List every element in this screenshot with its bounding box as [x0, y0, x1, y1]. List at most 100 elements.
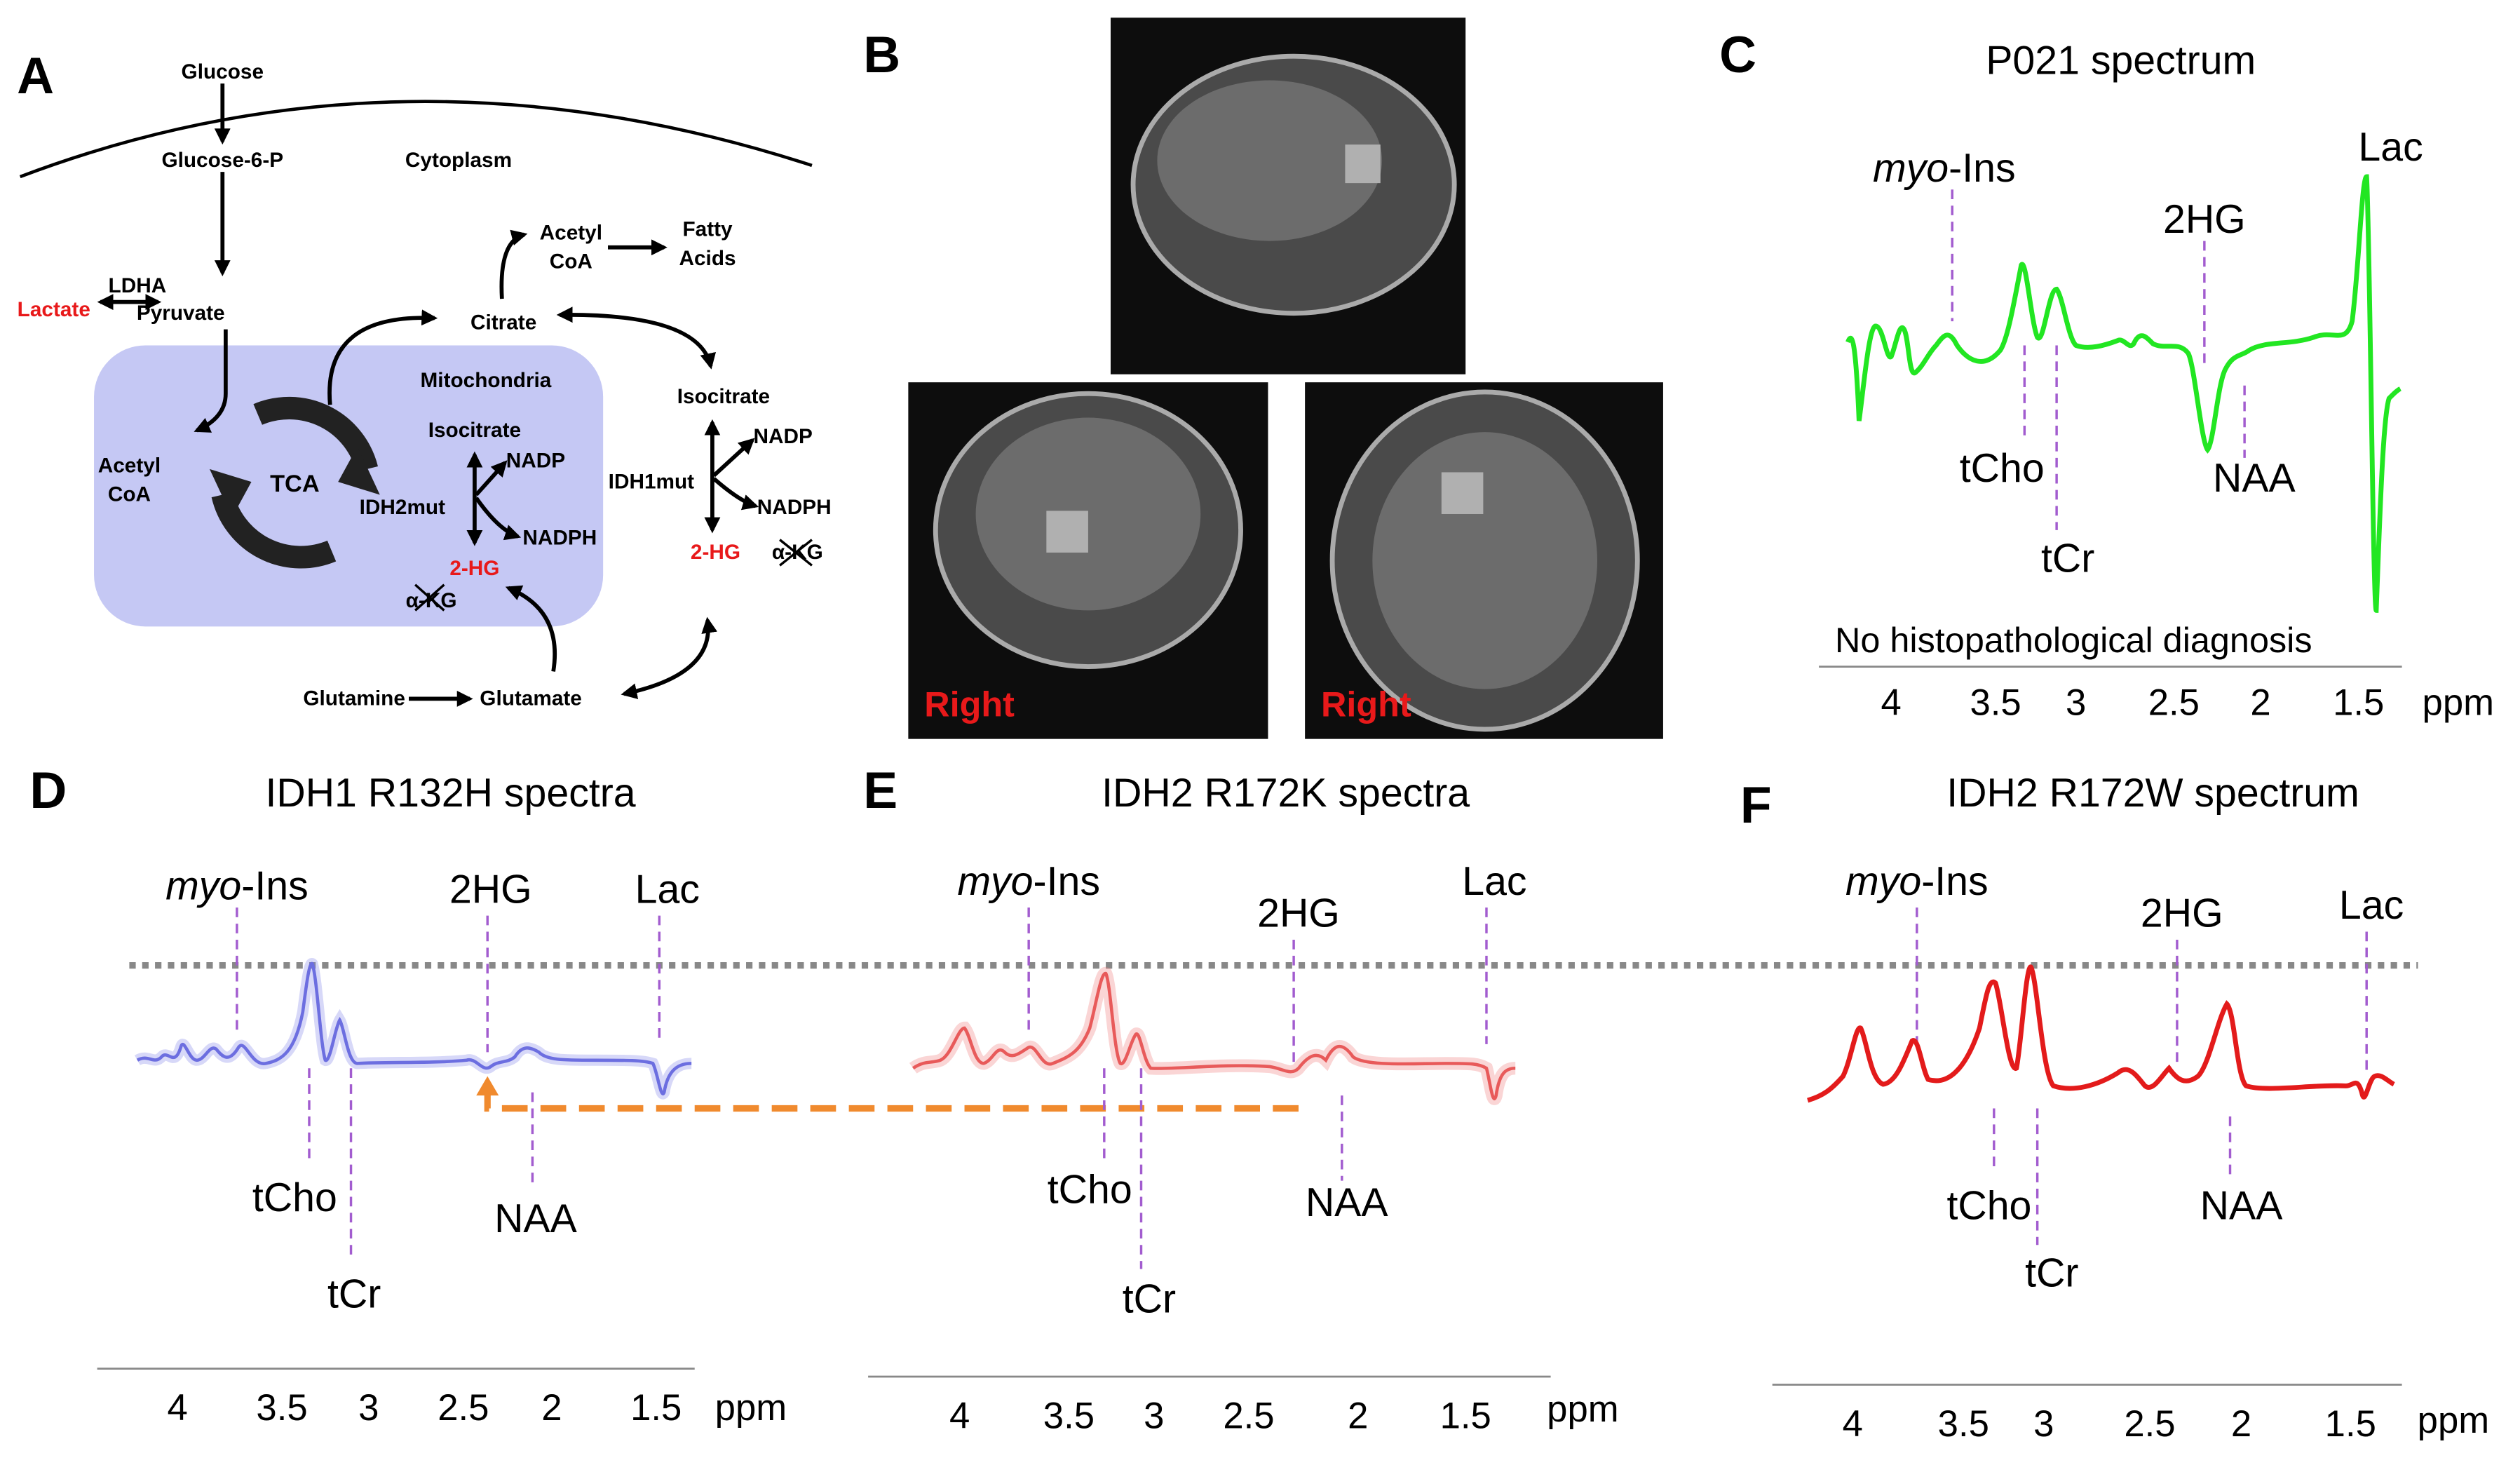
- voxel: [1046, 511, 1088, 553]
- metabolite: NADP: [754, 425, 813, 448]
- arrow: [505, 585, 557, 672]
- voxel: [1441, 472, 1484, 514]
- metabolite: Acetyl: [98, 454, 161, 477]
- comparison-arrow: [484, 1089, 1299, 1112]
- tick-label: 4: [168, 1387, 188, 1429]
- panel-label: C: [1719, 26, 1756, 83]
- panel-label: E: [863, 762, 897, 819]
- brain-tissue: [1157, 80, 1383, 241]
- peak-marker: [1027, 907, 1488, 1269]
- tick-label: 2: [541, 1387, 562, 1429]
- panel-title: P021 spectrum: [1986, 38, 2256, 83]
- panel-label: B: [863, 26, 900, 83]
- tick-label: 1.5: [630, 1387, 682, 1429]
- note: No histopathological diagnosis: [1835, 620, 2312, 660]
- peak-label-rest: -Ins: [241, 864, 308, 909]
- panel-b: B Right Right: [863, 18, 1663, 739]
- tick-label: 2: [1348, 1395, 1368, 1436]
- peak-label-rest: -Ins: [1034, 859, 1100, 904]
- tick-label: 3: [2033, 1403, 2054, 1445]
- metabolite: NADPH: [757, 496, 832, 519]
- tca-cycle-arrow: [209, 468, 252, 518]
- tick-label: 2.5: [2124, 1403, 2175, 1445]
- tick-label: 3.5: [256, 1387, 307, 1429]
- tick-label: 4: [1843, 1403, 1863, 1445]
- peak-label: NAA: [494, 1196, 578, 1241]
- cycle-label: TCA: [270, 471, 320, 497]
- tick-label: 3.5: [1938, 1403, 1989, 1445]
- panel-label: A: [17, 47, 54, 104]
- arrow: [474, 497, 522, 541]
- metabolite: 2-HG: [449, 557, 499, 580]
- metabolite: Fatty: [682, 218, 733, 241]
- peak-label: tCr: [1123, 1276, 1176, 1321]
- peak-label: tCr: [2025, 1251, 2078, 1296]
- metabolite: Glutamate: [480, 687, 582, 710]
- arrow: [712, 477, 759, 511]
- metabolite: Acetyl: [540, 221, 602, 244]
- enzyme: IDH2mut: [360, 496, 445, 519]
- peak-label-italic: myo: [1873, 146, 1949, 191]
- peak-label: NAA: [1306, 1180, 1389, 1225]
- tick-label: 3: [2066, 682, 2086, 723]
- cross: [414, 583, 445, 612]
- tick-label: 2: [2231, 1403, 2251, 1445]
- tca-cycle-arrow: [211, 492, 337, 569]
- tick-label: 2.5: [2148, 682, 2200, 723]
- panel-d: D IDH1 R132H spectra myo-Ins Lac 2HG tCh…: [29, 762, 1299, 1429]
- comparison-arrowhead: [476, 1076, 499, 1096]
- peak-label: tCr: [2041, 536, 2094, 581]
- peak-label: myo-Ins: [957, 859, 1100, 904]
- peak-label: tCho: [1960, 446, 2045, 491]
- peak-marker: [1916, 907, 2368, 1245]
- spectrum: [912, 971, 1516, 1100]
- peak-label: Lac: [635, 867, 700, 912]
- voxel: [1345, 144, 1381, 184]
- peak-label: 2HG: [2163, 197, 2246, 242]
- compartment: Cytoplasm: [405, 149, 512, 172]
- peak-label: Lac: [2358, 125, 2423, 170]
- metabolite: NADPH: [522, 527, 597, 550]
- metabolite: Citrate: [470, 311, 536, 335]
- panel-title: IDH2 R172W spectrum: [1946, 771, 2359, 816]
- peak-marker: [236, 907, 661, 1262]
- metabolite: Lactate: [18, 298, 90, 321]
- arrow: [556, 306, 717, 370]
- axis-unit: ppm: [1547, 1389, 1618, 1430]
- panel-a: A Glucose Glucose-6-P Cytoplasm Lactate …: [17, 47, 832, 710]
- tick-label: 4: [949, 1395, 970, 1436]
- panel-e: E IDH2 R172K spectra myo-Ins Lac 2HG tCh…: [863, 762, 1618, 1436]
- spectrum-band: [134, 958, 692, 1100]
- peak-label: tCho: [252, 1175, 337, 1220]
- spectrum: [1807, 964, 2395, 1103]
- arrow: [621, 616, 718, 699]
- peak-label-rest: -Ins: [1921, 859, 1988, 904]
- metabolite: Glutamine: [303, 687, 405, 710]
- arrow: [475, 460, 508, 497]
- tick-label: 1.5: [2325, 1403, 2376, 1445]
- tick-label: 2.5: [438, 1387, 489, 1429]
- panel-title: IDH2 R172K spectra: [1102, 771, 1470, 816]
- peak-label-italic: myo: [957, 859, 1033, 904]
- metabolite: 2-HG: [691, 541, 740, 564]
- axis-unit: ppm: [2423, 682, 2494, 723]
- peak-label: 2HG: [1257, 891, 1340, 936]
- spectrum: [1845, 174, 2402, 614]
- tick-label: 1.5: [1440, 1395, 1491, 1436]
- panel-f: F IDH2 R172W spectrum myo-Ins Lac 2HG tC…: [1740, 771, 2489, 1445]
- compartment: Mitochondria: [421, 369, 552, 392]
- orientation-label: Right: [924, 684, 1015, 724]
- peak-label-rest: -Ins: [1949, 146, 2015, 191]
- metabolite: NADP: [506, 450, 565, 473]
- metabolite: Isocitrate: [428, 419, 521, 442]
- tick-label: 3: [358, 1387, 379, 1429]
- panel-label: D: [29, 762, 67, 819]
- enzyme: IDH1mut: [609, 470, 694, 493]
- tick-label: 3.5: [1043, 1395, 1095, 1436]
- peak-label-italic: myo: [1845, 859, 1921, 904]
- metabolite: Glucose-6-P: [161, 149, 283, 172]
- brain-tissue: [1372, 432, 1598, 689]
- arrow: [712, 438, 755, 478]
- metabolite: CoA: [550, 250, 592, 274]
